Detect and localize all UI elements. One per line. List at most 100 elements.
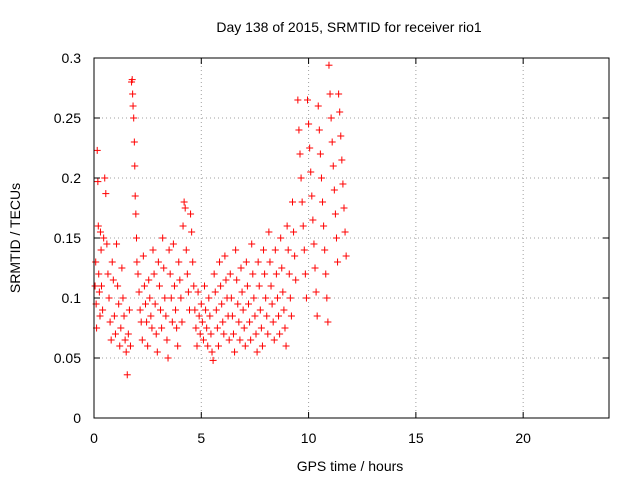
data-point [117,324,125,332]
data-point [338,156,346,164]
data-point [292,276,300,284]
data-point [142,300,149,308]
data-point [176,276,184,284]
data-point [101,174,109,182]
data-point [184,288,192,296]
data-point [135,288,143,296]
data-point [251,312,259,320]
data-point [199,336,207,344]
data-point [295,126,303,134]
data-point [100,234,108,242]
data-point [307,168,315,176]
data-point [196,330,204,338]
data-point [253,348,261,356]
x-axis-label: GPS time / hours [297,458,404,474]
data-point [279,288,287,296]
data-point [312,288,320,296]
data-point [287,312,295,320]
data-point [228,312,236,320]
data-point [93,146,101,154]
data-point [283,222,291,230]
data-point [313,312,321,320]
data-points [91,61,350,379]
data-point [152,330,160,338]
data-point [235,318,243,326]
data-point [99,306,107,314]
data-point [331,210,339,218]
data-point [297,174,305,182]
data-point [189,258,197,266]
data-point [143,318,151,326]
data-point [243,282,251,290]
y-tick-label: 0.3 [62,50,82,66]
data-point [146,294,154,302]
data-point [165,246,173,254]
data-point [168,318,176,326]
data-point [111,330,119,338]
plot-frame [93,57,610,419]
data-point [341,228,349,236]
data-point [268,300,276,308]
data-point [108,258,116,266]
data-point [327,114,335,122]
data-point [298,198,306,206]
data-point [118,264,126,272]
data-point [129,102,137,110]
data-point [167,294,175,302]
data-point [320,222,328,230]
data-point [216,258,224,266]
data-point [240,324,248,332]
data-point [98,282,106,290]
data-point [106,318,114,326]
y-tick-label: 0.25 [54,110,81,126]
data-point [265,228,273,236]
data-point [202,306,210,314]
data-point [291,252,299,260]
data-point [275,312,283,320]
data-point [288,198,296,206]
x-tick-labels: 0 5 10 15 20 [90,430,531,446]
data-point [204,342,212,350]
y-tick-label: 0.05 [54,350,81,366]
y-tick-label: 0.1 [62,290,82,306]
data-point [227,294,235,302]
data-point [334,258,342,266]
data-point [290,228,298,236]
data-point [254,258,262,266]
data-point [234,300,242,308]
data-point [252,330,260,338]
data-point [214,342,222,350]
x-tick-label: 15 [408,430,424,446]
data-point [239,306,247,314]
data-point [92,258,100,266]
data-point [296,150,304,158]
data-point [319,198,327,206]
data-point [104,270,112,278]
data-point [260,246,268,254]
data-point [205,294,213,302]
data-point [335,90,343,98]
data-point [172,306,180,314]
data-point [154,258,162,266]
data-point [231,348,239,356]
data-point [269,318,277,326]
data-point [305,120,313,128]
data-point [177,294,185,302]
data-point [107,336,115,344]
data-point [280,306,288,314]
data-point [267,282,275,290]
data-point [285,270,293,278]
data-point [133,258,141,266]
data-point [148,324,156,332]
data-point [95,288,103,296]
data-point [314,102,322,110]
data-point [225,336,233,344]
data-point [121,336,129,344]
data-point [211,288,219,296]
data-point [131,162,139,170]
data-point [336,108,344,116]
data-point [124,330,132,338]
data-point [264,330,272,338]
data-point [183,270,191,278]
chart-title: Day 138 of 2015, SRMTID for receiver rio… [216,19,482,35]
